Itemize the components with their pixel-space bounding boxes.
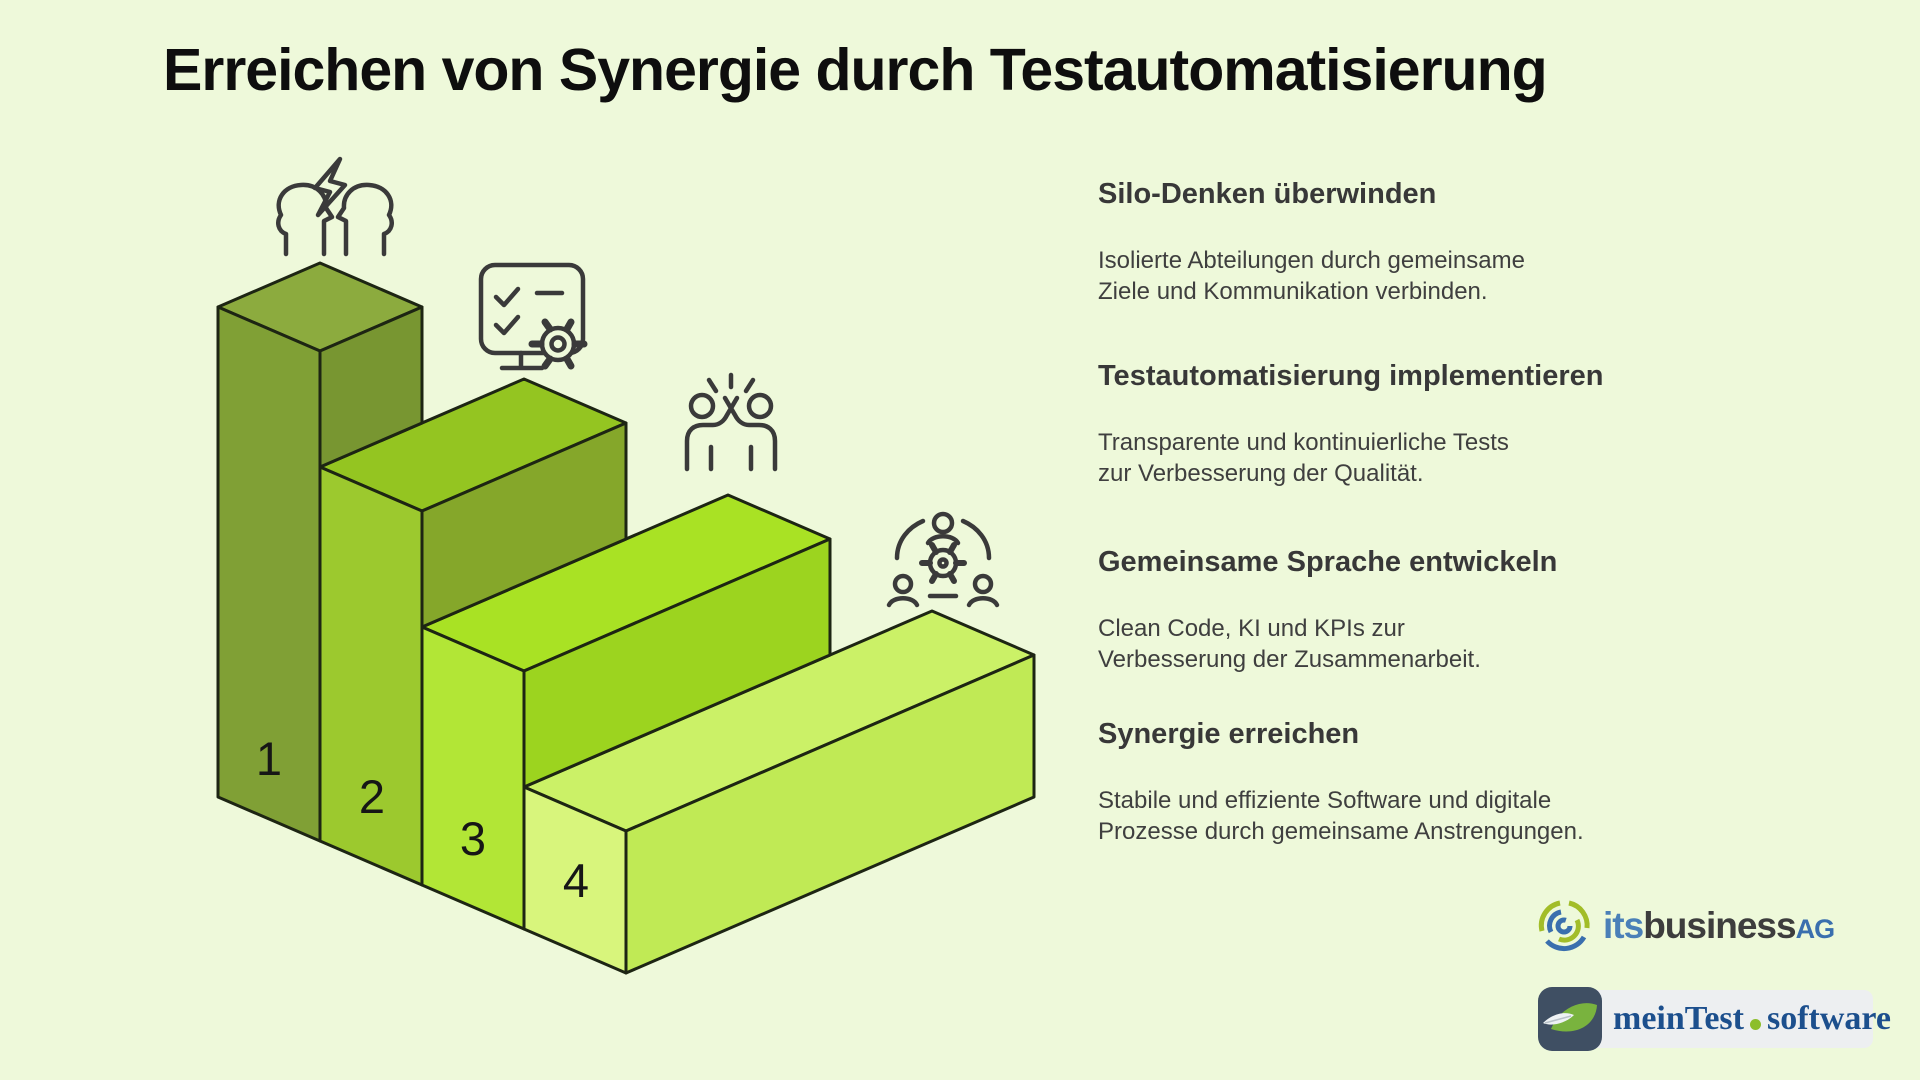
itsbusiness-wordmark: itsbusinessAG [1603, 905, 1835, 947]
step-1-front-face [216, 305, 322, 843]
step-block-2: 2 [318, 377, 628, 887]
person-body-right [722, 395, 778, 472]
meintest-wordmark: meinTest software [1613, 986, 1891, 1052]
gear-teeth [919, 542, 967, 584]
section-synergie: Synergie erreichen Stabile und effizient… [1098, 716, 1698, 847]
wordmark-meintest: meinTest [1613, 1000, 1744, 1037]
meintest-software-logo: meinTest software [1537, 986, 1891, 1052]
section-silo-denken: Silo-Denken überwinden Isolierte Abteilu… [1098, 176, 1698, 307]
person-torso-lines [708, 444, 754, 472]
check-mark-2 [493, 314, 521, 336]
spark-lines [706, 372, 756, 394]
step-1-number: 1 [256, 732, 282, 785]
screen-outline [478, 262, 586, 356]
person-head-right [746, 392, 774, 420]
person-top-head [931, 511, 955, 535]
person-right-head [972, 573, 994, 595]
person-head-right [335, 182, 394, 257]
connector-arc-right [960, 518, 992, 561]
section-body: Stabile und effiziente Software und digi… [1098, 787, 1584, 845]
step-2-number: 2 [359, 770, 385, 823]
check-mark-1 [493, 286, 521, 308]
wordmark-its: its [1603, 905, 1644, 946]
section-heading: Synergie erreichen [1098, 718, 1360, 750]
person-head-left [688, 392, 716, 420]
itsbusiness-logo: itsbusinessAG [1535, 896, 1875, 956]
section-heading: Gemeinsame Sprache entwickeln [1098, 546, 1558, 578]
step-3-number: 3 [460, 812, 486, 865]
wordmark-software: software [1766, 1000, 1891, 1037]
person-left-head [892, 573, 914, 595]
staircase: 4 3 2 1 [216, 261, 1036, 975]
step-block-1: 1 [216, 261, 424, 843]
section-heading: Testautomatisierung implementieren [1098, 360, 1604, 392]
lightning-bolt [312, 156, 348, 218]
person-body-left [684, 395, 740, 472]
step-4-number: 4 [563, 854, 589, 907]
step-block-4: 4 [522, 609, 1036, 975]
screen-stand [499, 350, 545, 371]
section-body: Transparente und kontinuierliche Tests z… [1098, 429, 1509, 487]
high-five-icon [684, 372, 778, 472]
test-checklist-gear-icon [478, 262, 588, 371]
itsbusiness-logo-icon [1538, 900, 1590, 952]
gear-ring [539, 325, 577, 363]
meintest-logo-badge [1538, 987, 1602, 1051]
section-testautomatisierung: Testautomatisierung implementieren Trans… [1098, 358, 1698, 489]
person-top-shoulders [925, 534, 961, 546]
gear-center [937, 557, 949, 569]
wordmark-ag: AG [1795, 914, 1835, 944]
section-gemeinsame-sprache: Gemeinsame Sprache entwickeln Clean Code… [1098, 544, 1698, 675]
team-gear-icon [886, 511, 1000, 608]
step-3-front-face [420, 625, 526, 931]
person-head-left [276, 182, 335, 257]
gear-center [549, 335, 567, 353]
section-body: Isolierte Abteilungen durch gemeinsame Z… [1098, 247, 1525, 305]
section-body: Clean Code, KI und KPIs zur Verbesserung… [1098, 615, 1481, 673]
green-dot [1749, 1018, 1761, 1030]
conflict-lightning-icon [276, 156, 394, 257]
connector-arc-left [894, 518, 926, 561]
feather-line [1544, 1015, 1572, 1024]
page-title: Erreichen von Synergie durch Testautomat… [163, 37, 1548, 103]
wordmark-business: business [1643, 905, 1796, 946]
person-right-shoulders [966, 596, 1000, 608]
gear-teeth [528, 318, 588, 370]
person-left-shoulders [886, 596, 920, 608]
meintest-logo-bar [1548, 990, 1873, 1048]
section-heading: Silo-Denken überwinden [1098, 178, 1437, 210]
leaf-shape [1551, 1003, 1597, 1032]
